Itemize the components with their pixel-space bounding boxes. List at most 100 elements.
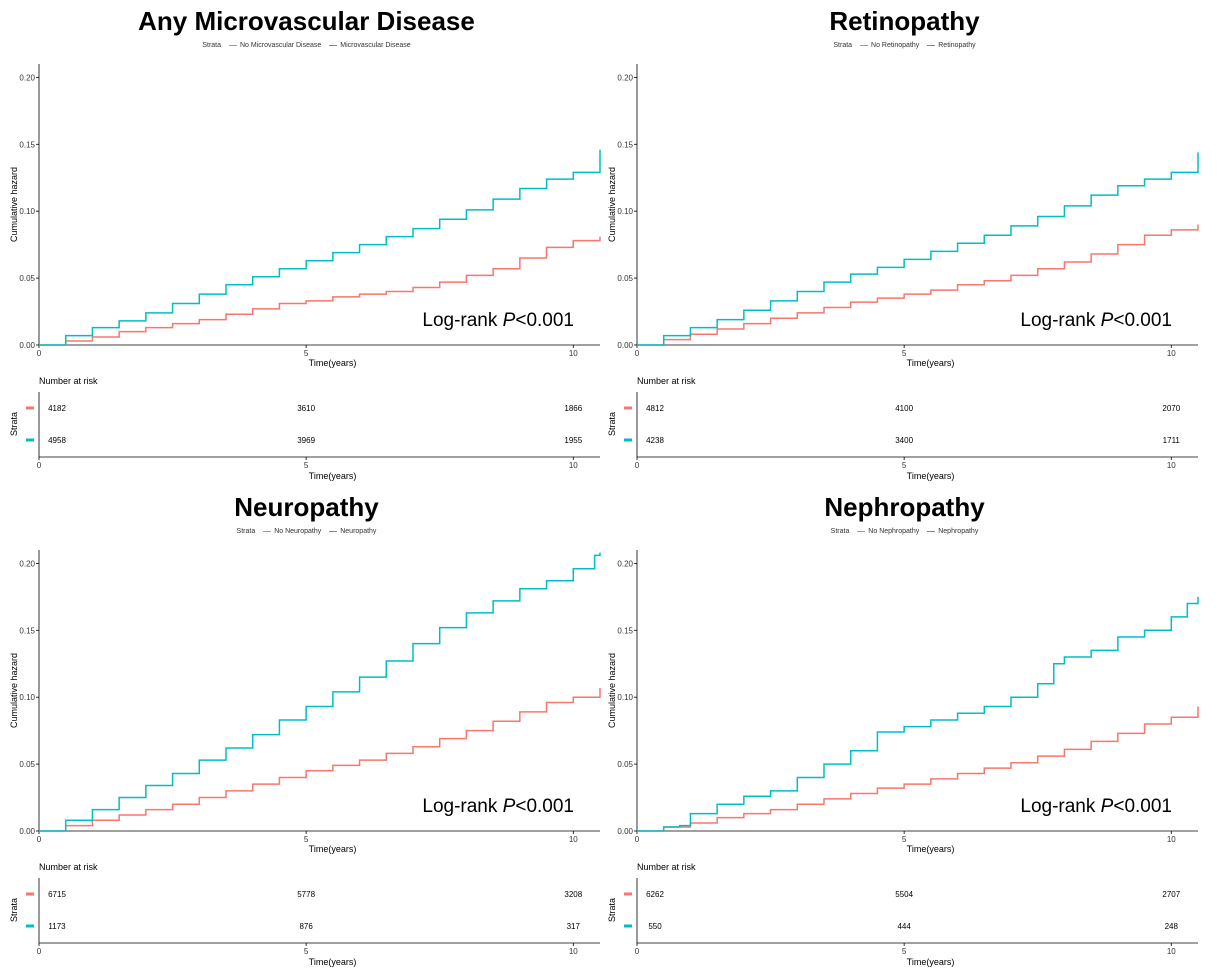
series-line-no (39, 236, 601, 346)
series-line-no (39, 687, 601, 832)
legend-label-no: No Microvascular Disease (239, 42, 322, 49)
risk-x-tick-label: 0 (635, 461, 640, 470)
x-axis-label: Time(years) (309, 844, 357, 854)
y-tick-label: 0.20 (19, 559, 35, 568)
risk-count: 3400 (895, 436, 913, 445)
legend-label-yes: Retinopathy (938, 42, 976, 49)
risk-count: 3610 (297, 404, 315, 413)
y-tick-label: 0.15 (617, 626, 633, 635)
chart-title: Nephropathy (824, 492, 985, 522)
risk-y-label: Strata (9, 898, 19, 922)
km-plot: 0.00 0.05 0.10 0.15 0.20 0 5 10 Time(years) Cumul… (607, 64, 1199, 481)
x-tick-label: 0 (37, 835, 42, 844)
risk-count: 6715 (48, 890, 66, 899)
x-tick-label: 10 (569, 835, 578, 844)
legend-label-no: No Retinopathy (871, 42, 920, 49)
risk-y-label: Strata (607, 898, 617, 922)
logrank-annotation: Log-rank P<0.001 (422, 310, 574, 331)
legend-key-no (860, 44, 869, 46)
y-tick-label: 0.15 (617, 140, 633, 149)
series-line-yes (39, 552, 601, 832)
risk-x-tick-label: 0 (635, 947, 640, 956)
legend-key-no (228, 44, 237, 46)
x-tick-label: 5 (304, 349, 309, 358)
risk-count: 6262 (646, 890, 664, 899)
y-tick-label: 0.00 (19, 827, 35, 836)
risk-x-tick-label: 0 (37, 461, 42, 470)
risk-y-label: Strata (607, 412, 617, 436)
risk-x-tick-label: 5 (304, 461, 309, 470)
risk-x-tick-label: 10 (1167, 947, 1176, 956)
chart-title: Any Microvascular Disease (138, 6, 475, 36)
series-line-no (637, 706, 1199, 832)
risk-table-title: Number at risk (637, 376, 696, 386)
x-tick-label: 10 (1167, 349, 1176, 358)
legend-key-no (263, 530, 272, 532)
x-tick-label: 10 (1167, 835, 1176, 844)
y-tick-label: 0.00 (617, 341, 633, 350)
y-tick-label: 0.05 (19, 274, 35, 283)
risk-table-title: Number at risk (637, 862, 696, 872)
risk-count: 1955 (564, 436, 582, 445)
risk-count: 2707 (1162, 890, 1180, 899)
legend-title: Strata (202, 42, 222, 49)
risk-count: 1173 (48, 922, 66, 931)
legend-label-no: No Neuropathy (274, 528, 322, 535)
risk-count: 550 (648, 922, 662, 931)
risk-x-tick-label: 0 (37, 947, 42, 956)
y-tick-label: 0.20 (617, 559, 633, 568)
chart-title: Neuropathy (234, 492, 379, 522)
series-line-yes (39, 149, 601, 346)
risk-count: 1711 (1163, 436, 1181, 445)
risk-x-tick-label: 5 (304, 947, 309, 956)
x-tick-label: 5 (304, 835, 309, 844)
y-axis-label: Cumulative hazard (607, 653, 617, 728)
risk-x-tick-label: 10 (1167, 461, 1176, 470)
panel-any-microvascular: Any Microvascular Disease Strata No Micr… (0, 0, 613, 485)
x-tick-label: 10 (569, 349, 578, 358)
legend: Strata No Microvascular Disease Microvas… (0, 42, 613, 49)
risk-count: 317 (567, 922, 581, 931)
y-tick-label: 0.20 (617, 73, 633, 82)
x-tick-label: 0 (635, 349, 640, 358)
risk-table-title: Number at risk (39, 862, 98, 872)
risk-count: 4182 (48, 404, 66, 413)
chart-title: Retinopathy (829, 6, 980, 36)
y-axis-label: Cumulative hazard (607, 167, 617, 242)
y-axis-label: Cumulative hazard (9, 167, 19, 242)
y-tick-label: 0.00 (19, 341, 35, 350)
legend-key-yes (927, 44, 936, 46)
x-tick-label: 0 (635, 835, 640, 844)
legend-key-yes (329, 530, 338, 532)
y-tick-label: 0.05 (19, 760, 35, 769)
panel-nephropathy: Nephropathy Strata No Nephropathy Nephro… (598, 486, 1211, 971)
x-tick-label: 5 (902, 349, 907, 358)
risk-count: 4100 (895, 404, 913, 413)
x-axis-label: Time(years) (907, 844, 955, 854)
km-plot: 0.00 0.05 0.10 0.15 0.20 0 5 10 Time(years) Cumul… (9, 550, 601, 967)
legend-label-yes: Microvascular Disease (340, 42, 411, 49)
legend-label-yes: Nephropathy (938, 528, 979, 535)
logrank-annotation: Log-rank P<0.001 (422, 796, 574, 817)
legend: Strata No Neuropathy Neuropathy (0, 528, 613, 535)
risk-x-tick-label: 10 (569, 461, 578, 470)
y-axis-label: Cumulative hazard (9, 653, 19, 728)
risk-count: 5778 (297, 890, 315, 899)
x-tick-label: 0 (37, 349, 42, 358)
legend: Strata No Retinopathy Retinopathy (598, 42, 1211, 49)
logrank-annotation: Log-rank P<0.001 (1020, 310, 1172, 331)
y-tick-label: 0.10 (19, 693, 35, 702)
km-plot: 0.00 0.05 0.10 0.15 0.20 0 5 10 Time(years) Cumul… (9, 64, 601, 481)
legend-title: Strata (833, 42, 853, 49)
series-line-yes (637, 152, 1199, 346)
legend-label-yes: Neuropathy (340, 528, 377, 535)
panel-retinopathy: Retinopathy Strata No Retinopathy Retino… (598, 0, 1211, 485)
risk-count: 4812 (646, 404, 664, 413)
risk-x-axis-label: Time(years) (907, 471, 955, 481)
risk-x-tick-label: 10 (569, 947, 578, 956)
risk-count: 4238 (646, 436, 664, 445)
y-tick-label: 0.10 (19, 207, 35, 216)
risk-count: 4958 (48, 436, 66, 445)
y-tick-label: 0.20 (19, 73, 35, 82)
risk-count: 876 (299, 922, 313, 931)
